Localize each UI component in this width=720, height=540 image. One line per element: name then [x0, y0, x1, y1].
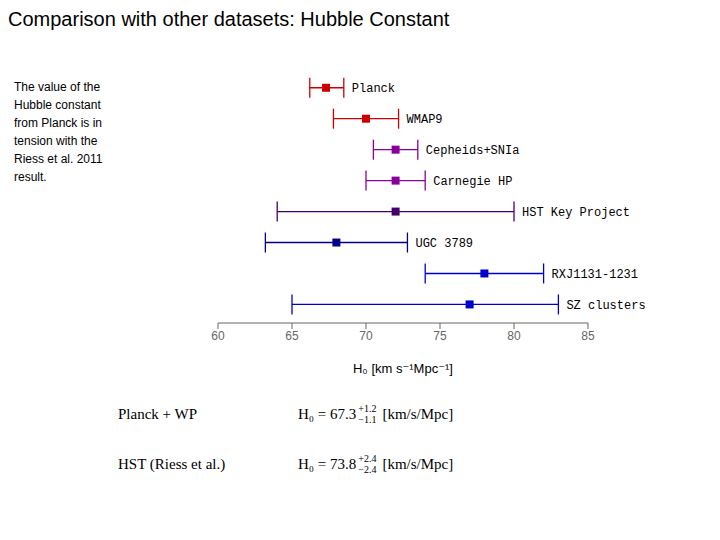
svg-text:60: 60	[211, 329, 225, 343]
html-text:H₀ = 73.8+2.4: H₀ = 73.8+2.4	[298, 453, 377, 472]
html-text:−1.1 [km/s/Mpc]: −1.1 [km/s/Mpc]	[358, 405, 454, 425]
html-text:Planck + WP: Planck + WP	[118, 405, 197, 422]
svg-text:Carnegie HP: Carnegie HP	[433, 175, 512, 189]
html-text:Comparison with other datasets: Comparison with other datasets: Hubble C…	[8, 8, 450, 30]
svg-text:WMAP9: WMAP9	[407, 113, 443, 127]
html-text:HST (Riess et al.): HST (Riess et al.)	[118, 455, 226, 472]
svg-text:RXJ1131-1231: RXJ1131-1231	[552, 268, 638, 282]
html-text:The value of the Hubble consta: The value of the Hubble constant from Pl…	[14, 80, 103, 184]
svg-text:80: 80	[507, 329, 521, 343]
svg-text:65: 65	[285, 329, 299, 343]
svg-text:SZ clusters: SZ clusters	[566, 299, 645, 313]
svg-text:70: 70	[359, 329, 373, 343]
svg-text:85: 85	[581, 329, 595, 343]
svg-text:UGC 3789: UGC 3789	[415, 237, 473, 251]
svg-text:HST Key Project: HST Key Project	[522, 206, 630, 220]
html-text:H₀ = 67.3+1.2: H₀ = 67.3+1.2	[298, 403, 377, 422]
svg-text:Planck: Planck	[352, 82, 395, 96]
html-text:−2.4 [km/s/Mpc]: −2.4 [km/s/Mpc]	[358, 455, 454, 475]
svg-text:Cepheids+SNIa: Cepheids+SNIa	[426, 144, 520, 158]
svg-text:H₀ [km s⁻¹Mpc⁻¹]: H₀ [km s⁻¹Mpc⁻¹]	[353, 361, 453, 376]
svg-text:75: 75	[433, 329, 447, 343]
